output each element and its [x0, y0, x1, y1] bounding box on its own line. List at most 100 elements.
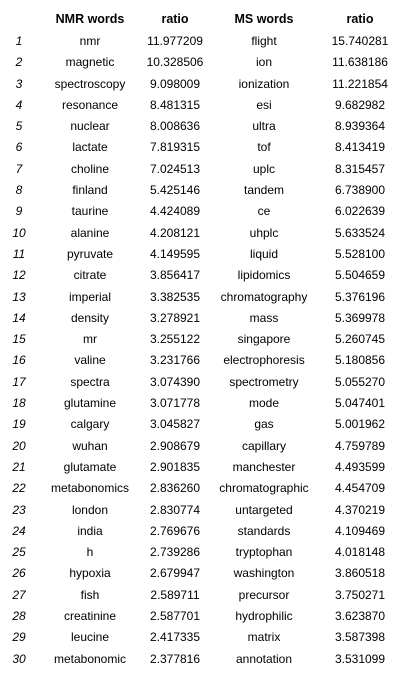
nmr-word: lactate: [72, 140, 108, 155]
table-row: 18 glutamine 3.071778 mode 5.047401: [0, 393, 400, 414]
ms-word: electrophoresis: [223, 353, 305, 368]
table-row: 5 nuclear 8.008636 ultra 8.939364: [0, 116, 400, 137]
nmr-word: glutamate: [63, 459, 117, 474]
table-row: 25 h 2.739286 tryptophan 4.018148: [0, 542, 400, 563]
ms-word: tandem: [243, 183, 285, 198]
table-row: 20 wuhan 2.908679 capillary 4.759789: [0, 436, 400, 457]
nmr-word: fish: [80, 587, 100, 602]
header-nmr-ratio: ratio: [161, 12, 189, 26]
table-header: NMR words ratio MS words ratio: [0, 0, 400, 31]
ms-ratio: 5.055270: [334, 374, 386, 389]
table-row: 1 nmr 11.977209 flight 15.740281: [0, 31, 400, 52]
nmr-ratio: 2.836260: [149, 481, 201, 496]
row-index: 10: [12, 225, 26, 240]
row-index: 2: [15, 55, 23, 70]
nmr-word: hypoxia: [69, 566, 111, 581]
nmr-word: spectroscopy: [54, 76, 126, 91]
table-row: 7 choline 7.024513 uplc 8.315457: [0, 159, 400, 180]
nmr-word: glutamine: [63, 396, 117, 411]
nmr-ratio: 4.208121: [149, 225, 201, 240]
table-row: 17 spectra 3.074390 spectrometry 5.055270: [0, 372, 400, 393]
ms-ratio: 5.047401: [334, 396, 386, 411]
table-row: 14 density 3.278921 mass 5.369978: [0, 308, 400, 329]
nmr-ratio: 3.231766: [149, 353, 201, 368]
nmr-ratio: 3.856417: [149, 268, 201, 283]
ms-word: flight: [251, 34, 277, 48]
ms-word: annotation: [235, 651, 293, 666]
ms-word: liquid: [249, 246, 279, 261]
nmr-ratio: 2.901835: [149, 459, 201, 474]
nmr-ratio: 3.278921: [149, 310, 201, 325]
row-index: 12: [12, 268, 26, 283]
ms-word: washington: [233, 566, 295, 581]
ms-word: spectrometry: [229, 374, 299, 389]
ms-word: chromatographic: [219, 481, 309, 496]
nmr-ratio: 4.424089: [149, 204, 201, 219]
nmr-ratio: 5.425146: [149, 183, 201, 198]
nmr-word: leucine: [70, 630, 110, 645]
nmr-word: density: [70, 310, 110, 325]
ms-ratio: 4.109469: [334, 523, 386, 538]
ms-word: chromatography: [220, 289, 308, 304]
nmr-word: h: [86, 545, 94, 560]
row-index: 14: [12, 310, 26, 325]
word-ratio-table-container: NMR words ratio MS words ratio 1 nmr 11.97…: [0, 0, 400, 670]
table-row: 4 resonance 8.481315 esi 9.682982: [0, 95, 400, 116]
row-index: 29: [12, 630, 26, 645]
table-row: 3 spectroscopy 9.098009 ionization 11.221854: [0, 74, 400, 95]
ms-ratio: 5.369978: [334, 310, 386, 325]
table-row: 2 magnetic 10.328506 ion 11.638186: [0, 52, 400, 73]
nmr-ratio: 2.769676: [149, 523, 201, 538]
ms-ratio: 9.682982: [334, 97, 386, 112]
table-row: 11 pyruvate 4.149595 liquid 5.528100: [0, 244, 400, 265]
nmr-ratio: 2.417335: [149, 630, 201, 645]
row-index: 21: [12, 459, 26, 474]
ms-ratio: 8.315457: [334, 161, 386, 176]
nmr-word: nmr: [79, 34, 101, 48]
table-row: 9 taurine 4.424089 ce 6.022639: [0, 201, 400, 222]
table-row: 8 finland 5.425146 tandem 6.738900: [0, 180, 400, 201]
row-index: 9: [15, 204, 23, 219]
ms-word: uplc: [252, 161, 275, 176]
ms-ratio: 3.531099: [334, 651, 386, 666]
table-row: 30 metabonomic 2.377816 annotation 3.531099: [0, 649, 400, 670]
nmr-ratio: 2.377816: [149, 651, 201, 666]
ms-word: esi: [256, 97, 272, 112]
nmr-ratio: 8.008636: [149, 119, 201, 134]
nmr-word: nuclear: [70, 119, 110, 134]
ms-word: ultra: [252, 119, 276, 134]
nmr-word: creatinine: [63, 609, 117, 624]
row-index: 24: [12, 523, 26, 538]
nmr-word: wuhan: [72, 438, 108, 453]
table-row: 19 calgary 3.045827 gas 5.001962: [0, 414, 400, 435]
row-index: 6: [15, 140, 23, 155]
header-row: NMR words ratio MS words ratio: [0, 0, 400, 31]
table-row: 13 imperial 3.382535 chromatography 5.376196: [0, 287, 400, 308]
nmr-ratio: 10.328506: [146, 55, 204, 70]
table-row: 6 lactate 7.819315 tof 8.413419: [0, 137, 400, 158]
row-index: 11: [12, 246, 26, 261]
row-index: 23: [12, 502, 26, 517]
ms-word: mass: [249, 310, 279, 325]
header-ms-words: MS words: [234, 12, 294, 26]
ms-word: untargeted: [235, 502, 293, 517]
nmr-ratio: 2.589711: [150, 587, 200, 602]
ms-ratio: 4.454709: [334, 481, 386, 496]
ms-word: tryptophan: [235, 545, 293, 560]
ms-word: uhplc: [249, 225, 279, 240]
ms-ratio: 5.180856: [334, 353, 386, 368]
nmr-ratio: 2.908679: [149, 438, 201, 453]
nmr-word: taurine: [71, 204, 109, 219]
nmr-word: metabonomics: [50, 481, 130, 496]
ms-ratio: 11.638186: [332, 55, 388, 70]
header-index: [0, 0, 38, 31]
table-row: 10 alanine 4.208121 uhplc 5.633524: [0, 223, 400, 244]
nmr-word: magnetic: [65, 55, 115, 70]
ms-word: capillary: [241, 438, 286, 453]
nmr-ratio: 7.024513: [149, 161, 201, 176]
ms-word: tof: [257, 140, 271, 155]
table-row: 15 mr 3.255122 singapore 5.260745: [0, 329, 400, 350]
ms-word: ionization: [238, 76, 290, 91]
ms-ratio: 3.587398: [334, 630, 386, 645]
ms-word: mode: [248, 396, 280, 411]
